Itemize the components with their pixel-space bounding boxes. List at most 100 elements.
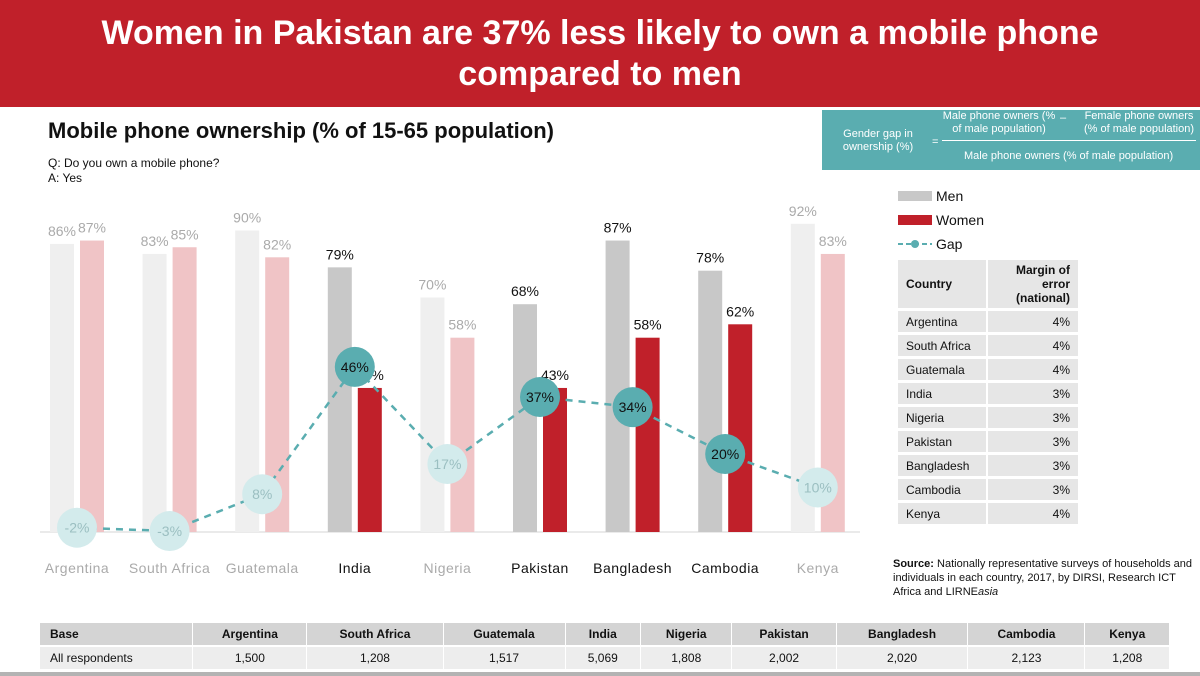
men-value-label: 90% [233, 210, 261, 226]
women-value-label: 85% [171, 226, 199, 242]
bar-men-india [327, 267, 352, 532]
formula-fraction-line [942, 140, 1196, 141]
moe-row: Argentina 4% [898, 309, 1080, 335]
gap-point [242, 474, 283, 515]
formula-label: Gender gap in ownership (%) [842, 128, 914, 153]
legend-men: Men [898, 184, 984, 208]
gap-point [149, 511, 190, 552]
base-header-cell: Pakistan [731, 623, 837, 647]
base-header-cell: Guatemala [443, 623, 566, 647]
base-value-cell: 1,208 [1084, 646, 1170, 671]
gap-value-label: 20% [711, 446, 739, 462]
men-value-label: 70% [418, 277, 446, 293]
gap-value-label: 46% [341, 359, 369, 375]
women-value-label: 58% [634, 317, 662, 333]
legend-women: Women [898, 208, 984, 232]
moe-row: Pakistan 3% [898, 429, 1080, 455]
men-value-label: 78% [696, 250, 724, 266]
base-header-cell: Cambodia [967, 623, 1086, 647]
formula-denominator: Male phone owners (% of male population) [964, 150, 1174, 162]
question-q: Q: Do you own a mobile phone? [48, 156, 220, 170]
moe-row: India 3% [898, 381, 1080, 407]
moe-country-cell: Argentina [898, 309, 988, 335]
legend-gap-label: Gap [936, 236, 963, 252]
bottom-rule [0, 672, 1200, 676]
question-a: A: Yes [48, 171, 83, 185]
gap-value-label: 34% [619, 399, 647, 415]
moe-header-country: Country [898, 260, 988, 311]
bar-women-cambodia [728, 324, 753, 532]
gap-point [334, 346, 375, 387]
moe-value-cell: 4% [987, 333, 1080, 359]
moe-value-cell: 3% [987, 477, 1080, 503]
question-text: Q: Do you own a mobile phone? A: Yes [48, 156, 219, 186]
gap-point [705, 434, 746, 474]
gap-value-label: 10% [804, 480, 832, 496]
moe-value-cell: 3% [987, 405, 1080, 431]
bar-men-pakistan [513, 304, 537, 532]
gap-value-label: 17% [433, 456, 461, 472]
formula-numerator-right: Female phone owners (% of male populatio… [1083, 110, 1195, 135]
gap-formula-box: Gender gap in ownership (%) = Male phone… [822, 110, 1200, 170]
moe-row: Guatemala 4% [898, 357, 1080, 383]
moe-value-cell: 4% [987, 501, 1080, 527]
category-label: Bangladesh [593, 560, 672, 576]
base-value-cell: 1,517 [443, 646, 566, 671]
gap-value-label: -2% [65, 520, 90, 536]
men-value-label: 86% [48, 223, 76, 239]
bar-men-south-africa [142, 253, 167, 532]
moe-country-cell: Nigeria [898, 405, 988, 431]
bar-women-india [357, 387, 382, 532]
bar-women-south-africa [172, 247, 197, 532]
moe-header-row: Country Margin of error (national) [898, 260, 1080, 311]
gap-point [797, 467, 838, 508]
gap-point [427, 444, 468, 485]
moe-value-cell: 4% [987, 357, 1080, 383]
category-label: Nigeria [423, 560, 471, 576]
category-label: South Africa [129, 560, 211, 576]
moe-row: Bangladesh 3% [898, 453, 1080, 479]
category-label: Cambodia [691, 560, 759, 576]
base-data-row: All respondents 1,500 1,208 1,517 5,069 1,808… [40, 646, 1170, 671]
base-header-cell: Kenya [1084, 623, 1170, 647]
title-banner: Women in Pakistan are 37% less likely to… [0, 0, 1200, 107]
formula-equals: = [932, 136, 939, 148]
men-value-label: 79% [326, 246, 354, 262]
men-value-label: 68% [511, 283, 539, 299]
source-text: Nationally representative surveys of hou… [893, 558, 1193, 598]
banner-title: Women in Pakistan are 37% less likely to… [101, 13, 1099, 93]
bar-women-nigeria [450, 337, 475, 532]
gap-point [520, 377, 560, 418]
bar-men-cambodia [698, 270, 723, 532]
moe-country-cell: Kenya [898, 501, 988, 527]
base-header-cell: Bangladesh [836, 623, 969, 647]
men-value-label: 83% [141, 233, 169, 249]
women-value-label: 62% [726, 303, 754, 319]
category-label: India [338, 560, 371, 576]
source-note: Source: Nationally representative survey… [893, 557, 1193, 599]
women-value-label: 82% [263, 236, 291, 252]
formula-minus: – [1060, 112, 1067, 124]
legend-women-label: Women [936, 212, 984, 228]
base-header-cell: Nigeria [640, 623, 733, 647]
moe-value-cell: 3% [987, 381, 1080, 407]
moe-value-cell: 3% [987, 429, 1080, 455]
moe-row: Kenya 4% [898, 501, 1080, 527]
moe-header-margin: Margin of error (national) [987, 260, 1080, 311]
base-header-cell: India [565, 623, 642, 647]
base-header-row: Base Argentina South Africa Guatemala India N… [40, 623, 1170, 647]
source-label: Source: [893, 558, 934, 570]
base-value-cell: 2,002 [731, 646, 837, 671]
moe-country-cell: Cambodia [898, 477, 988, 503]
category-label: Argentina [45, 560, 109, 576]
gap-value-label: 8% [252, 486, 272, 502]
bar-men-nigeria [420, 297, 445, 532]
gap-value-label: 37% [526, 389, 554, 405]
base-value-cell: 1,808 [640, 646, 733, 671]
legend-women-swatch [898, 215, 932, 225]
base-header-cell: South Africa [306, 623, 444, 647]
chart-title: Mobile phone ownership (% of 15-65 popul… [48, 118, 554, 143]
legend-men-label: Men [936, 188, 964, 204]
moe-country-cell: Bangladesh [898, 453, 988, 479]
